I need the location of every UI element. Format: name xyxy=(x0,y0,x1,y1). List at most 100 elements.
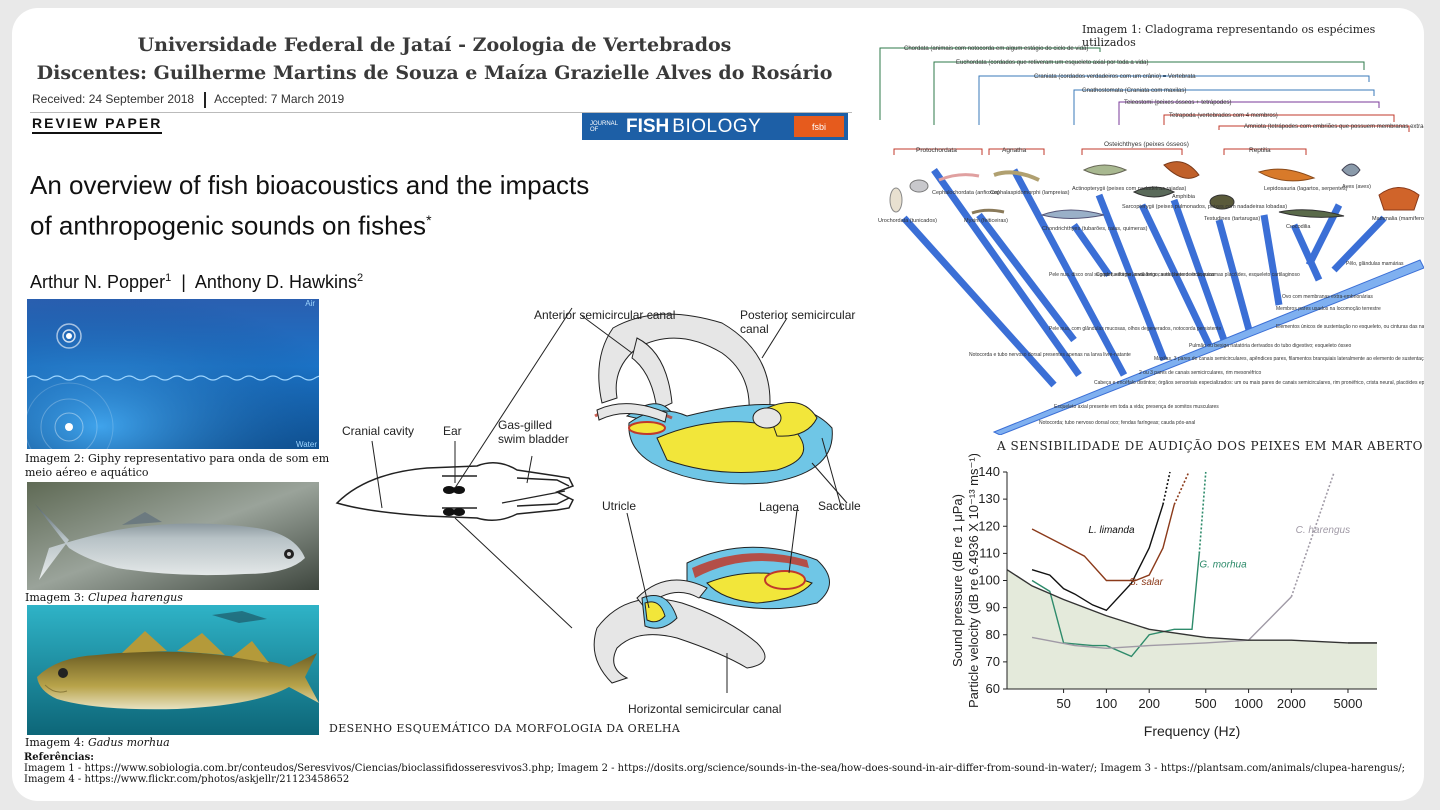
y-tick-label: 90 xyxy=(986,600,1000,615)
journal-logo: JOURNAL OF FISH BIOLOGY fsbi xyxy=(582,113,848,140)
taxon-aves: Aves (aves) xyxy=(1342,184,1371,190)
divider xyxy=(30,112,852,113)
series-label: L. limanda xyxy=(1088,525,1135,536)
y-axis-title-1: Sound pressure (dB re 1 μPa) xyxy=(950,494,965,667)
x-tick-label: 100 xyxy=(1096,696,1118,711)
taxon-chondrichthyes: Chondrichthyes (tubarões, raias, quimera… xyxy=(1042,226,1148,232)
x-axis-title: Frequency (Hz) xyxy=(1144,723,1240,739)
references-line-1: Imagem 1 - https://www.sobiologia.com.br… xyxy=(24,763,1405,774)
taxon-crocodilia: Crocodilia xyxy=(1286,224,1311,230)
slide: Universidade Federal de Jataí - Zoologia… xyxy=(12,8,1424,801)
taxon-cephalochordata: Cephalochordata (anfioxos) xyxy=(932,190,1000,196)
note-myxini: Pele nua, com glândulas mucosas, olhos d… xyxy=(1049,326,1222,332)
syn-4: Elementos únicos de sustentação no esque… xyxy=(1276,324,1424,330)
series-line xyxy=(1031,553,1200,658)
author-2-affil: 2 xyxy=(356,272,364,284)
title-line-2: of anthropogenic sounds on fishes xyxy=(30,210,427,241)
dates-line: Received: 24 September 2018 Accepted: 7 M… xyxy=(32,92,344,108)
y-tick-label: 140 xyxy=(978,464,1000,479)
label-saccule: Saccule xyxy=(818,499,861,513)
course-title: Universidade Federal de Jataí - Zoologia… xyxy=(137,34,732,56)
taxon-lepidosauria: Lepidosauria (lagartos, serpentes) xyxy=(1264,186,1348,192)
y-tick-label: 80 xyxy=(986,627,1000,642)
cladogram: Chordata (animais com notocorda em algum… xyxy=(864,40,1424,436)
series-line xyxy=(1031,504,1175,582)
journal-small: JOURNAL OF xyxy=(590,120,618,133)
journal-fish: FISH xyxy=(626,115,670,137)
image-3-species: Clupea harengus xyxy=(88,591,183,604)
clade-euchordata: Euchordata (cordados que retiveram um es… xyxy=(956,60,1148,66)
x-tick-label: 50 xyxy=(1056,696,1070,711)
paper-type: REVIEW PAPER xyxy=(32,115,163,134)
author-separator: | xyxy=(181,272,186,292)
fsbi-badge: fsbi xyxy=(794,116,844,137)
cladogram-caption: Imagem 1: Cladograma representando os es… xyxy=(1082,23,1376,49)
cod-photo xyxy=(27,605,319,735)
note-lampreys: Pele nua, disco oral sugador, estágio la… xyxy=(1049,272,1215,278)
water-label: Water xyxy=(295,440,317,449)
students-line: Discentes: Guilherme Martins de Souza e … xyxy=(36,62,833,84)
audiogram-svg: 60 70 80 90 100 110 120 130 140 50 100 200 500 1000 20… xyxy=(950,453,1377,739)
label-lagena: Lagena xyxy=(759,500,800,514)
title-line-1: An overview of fish bioacoustics and the… xyxy=(30,170,590,200)
y-axis-title-2: Particle velocity (dB re 6.4936 X 10⁻¹³ … xyxy=(966,454,981,708)
ear-caption: DESENHO ESQUEMÁTICO DA MORFOLOGIA DA ORE… xyxy=(329,722,681,735)
series-tail xyxy=(1290,471,1335,598)
label-utricle: Utricle xyxy=(602,499,637,513)
clade-craniata: Craniata (cordados verdadeiros com um cr… xyxy=(1034,74,1196,80)
paper-title: An overview of fish bioacoustics and the… xyxy=(30,168,730,244)
image-2-caption: Imagem 2: Giphy representativo para onda… xyxy=(25,452,330,479)
y-tick-label: 130 xyxy=(978,491,1000,506)
received-date: Received: 24 September 2018 xyxy=(32,92,195,107)
syn-10: Notocorda; tubo nervoso dorsal oco; fend… xyxy=(1039,420,1195,426)
series-tail xyxy=(1162,471,1171,505)
image-4-caption: Imagem 4: Gadus morhua xyxy=(25,736,170,750)
series-label: G. morhua xyxy=(1199,559,1247,570)
clade-teleostomi: Teleostomi (peixes ósseos + tetrápodes) xyxy=(1124,100,1232,106)
y-tick-label: 70 xyxy=(986,654,1000,669)
threshold-area xyxy=(1007,569,1377,689)
series-tail xyxy=(1198,471,1207,554)
syn-3: Membros pares usados na locomoção terres… xyxy=(1276,306,1381,312)
swim-bladder-line-2: swim bladder xyxy=(498,432,569,446)
references-label: Referências: xyxy=(24,752,94,763)
clade-amniota: Amniota (tetrápodes com embriões que pos… xyxy=(1244,124,1424,130)
references: Referências: Imagem 1 - https://www.sobi… xyxy=(24,752,1414,785)
accepted-date: Accepted: 7 March 2019 xyxy=(214,92,345,107)
x-tick-label: 1000 xyxy=(1234,696,1263,711)
x-tick-label: 200 xyxy=(1138,696,1160,711)
x-tick-label: 2000 xyxy=(1277,696,1306,711)
author-1: Arthur N. Popper xyxy=(30,272,166,292)
group-reptilia: Reptilia xyxy=(1249,147,1271,154)
cod-illustration xyxy=(27,605,319,735)
label-horizontal-canal: Horizontal semicircular canal xyxy=(628,702,782,716)
cladogram-diagram: Chordata (animais com notocorda em algum… xyxy=(878,46,1424,436)
note-urochordata: Notocorda e tubo nervoso dorsal presente… xyxy=(969,352,1131,358)
image-4-species: Gadus morhua xyxy=(88,736,170,749)
clade-tetrapoda: Tetrapoda (vertebrados com 4 membros) xyxy=(1169,113,1278,119)
audiogram-chart: 60 70 80 90 100 110 120 130 140 50 100 200 500 1000 20… xyxy=(912,453,1392,749)
image-4-prefix: Imagem 4: xyxy=(25,736,89,749)
references-line-2: Imagem 4 - https://www.flickr.com/photos… xyxy=(24,774,350,785)
syn-6: Maxilas, 3 pares de canais semicirculare… xyxy=(1154,356,1424,362)
series-label: C. harengus xyxy=(1296,525,1350,536)
syn-9: Esqueleto axial presente em toda a vida;… xyxy=(1054,404,1219,410)
taxon-amphibia: Amphibia xyxy=(1172,194,1196,200)
taxon-mammalia: Mammalia (mamíferos) xyxy=(1372,216,1424,222)
label-posterior-canal: Posterior semicircular canal xyxy=(740,308,856,336)
syn-7: 2 ou 3 pares de canais semicirculares, r… xyxy=(1139,370,1261,376)
group-protochordata: Protochordata xyxy=(916,147,957,154)
y-tick-label: 100 xyxy=(978,573,1000,588)
air-label: Air xyxy=(305,299,315,308)
taxon-actinopterygii: Actinopterygii (peixes com nadadeiras ra… xyxy=(1072,186,1187,192)
author-1-affil: 1 xyxy=(165,272,172,284)
clade-gnathostomata: Gnathostomata (Craniata com maxilas) xyxy=(1082,88,1186,94)
date-separator xyxy=(204,92,207,108)
swim-bladder-line-1: Gas-gilled xyxy=(498,418,553,432)
x-tick-label: 5000 xyxy=(1334,696,1363,711)
y-tick-label: 60 xyxy=(986,681,1000,696)
series-tail xyxy=(1173,471,1190,505)
group-osteichthyes: Osteichthyes (peixes ósseos) xyxy=(1104,141,1189,148)
taxon-cephalaspidomorphi: Cephalaspidomorphi (lampreias) xyxy=(990,190,1070,196)
chart-title: A SENSIBILIDADE DE AUDIÇÃO DOS PEIXES EM… xyxy=(997,439,1423,453)
